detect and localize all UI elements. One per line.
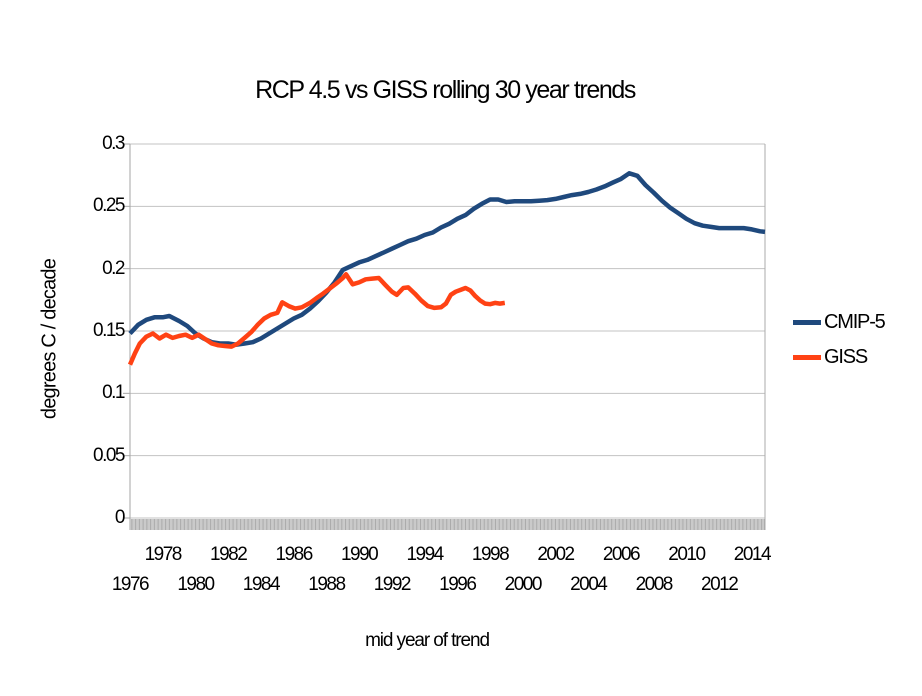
x-tick-label: 1988 bbox=[308, 574, 346, 595]
cmip5-line-sample-icon bbox=[793, 320, 821, 325]
y-tick-label: 0.05 bbox=[93, 444, 125, 466]
x-tick-label: 1992 bbox=[373, 574, 412, 595]
x-tick-label: 2002 bbox=[537, 544, 575, 565]
y-tick-label: 0.25 bbox=[93, 195, 125, 217]
y-tick-label: 0.15 bbox=[93, 320, 125, 341]
x-tick-label: 2012 bbox=[701, 574, 739, 595]
y-tick-label: 0.1 bbox=[102, 382, 125, 404]
legend-label-cmip5: CMIP-5 bbox=[824, 311, 886, 333]
legend: CMIP-5 GISS bbox=[793, 310, 886, 380]
y-tick-label: 0.2 bbox=[102, 257, 125, 279]
x-tick-label: 2006 bbox=[602, 544, 641, 565]
x-tick-label: 1994 bbox=[406, 544, 444, 565]
y-tick-label: 0 bbox=[114, 507, 126, 528]
x-tick-label: 1980 bbox=[177, 574, 215, 595]
series-line-giss bbox=[127, 272, 506, 366]
series-line-cmip-5 bbox=[128, 171, 766, 347]
x-tick-label: 2010 bbox=[668, 544, 706, 565]
x-tick-label: 2000 bbox=[504, 574, 543, 595]
legend-entry-cmip5: CMIP-5 bbox=[793, 310, 886, 335]
chart-title: RCP 4.5 vs GISS rolling 30 year trends bbox=[255, 76, 636, 104]
x-tick-label: 1996 bbox=[439, 574, 477, 595]
x-tick-label: 2014 bbox=[733, 544, 772, 565]
x-tick-label: 2004 bbox=[570, 574, 608, 595]
x-tick-label: 1990 bbox=[340, 544, 379, 565]
x-tick-label: 1986 bbox=[275, 544, 314, 565]
x-tick-label: 1976 bbox=[111, 574, 150, 595]
x-tick-label: 2008 bbox=[635, 574, 674, 595]
x-tick-label: 1998 bbox=[471, 544, 510, 565]
y-tick-label: 0.3 bbox=[102, 133, 125, 154]
x-tick-label: 1982 bbox=[210, 544, 248, 565]
legend-label-giss: GISS bbox=[824, 346, 868, 368]
x-tick-label: 1984 bbox=[242, 574, 281, 595]
giss-line-sample-icon bbox=[793, 355, 821, 360]
x-axis-title: mid year of trend bbox=[365, 630, 490, 651]
x-tick-label: 1978 bbox=[144, 544, 183, 565]
legend-entry-giss: GISS bbox=[793, 345, 885, 370]
